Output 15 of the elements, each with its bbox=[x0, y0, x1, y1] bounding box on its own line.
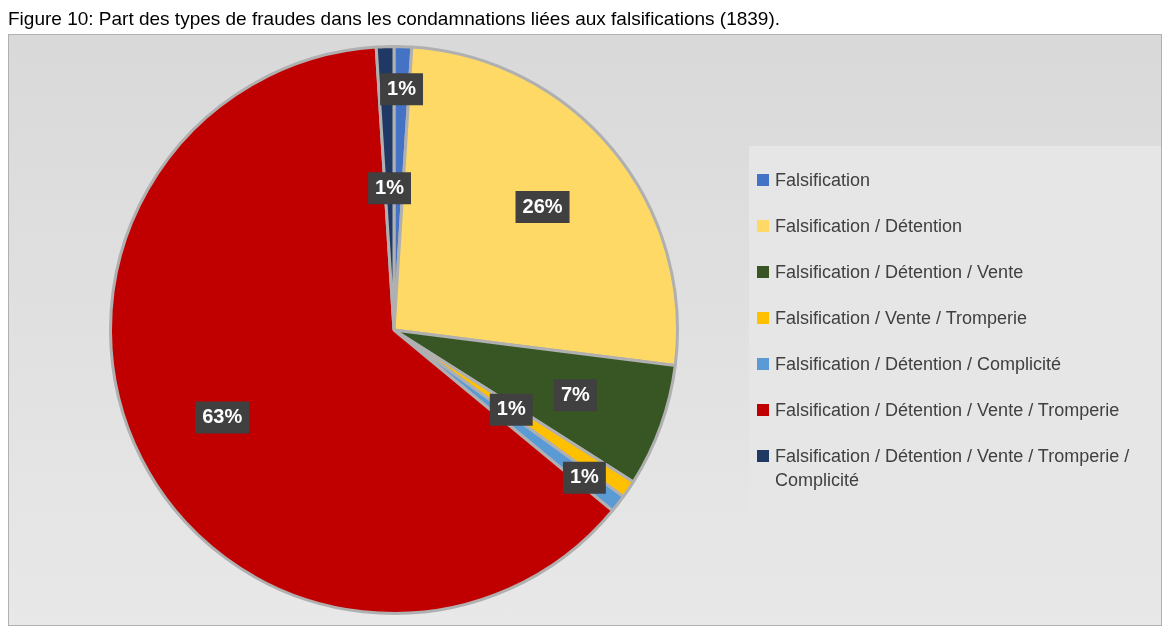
legend-label: Falsification / Détention / Vente / Tromperie / Complicité bbox=[775, 445, 1131, 492]
data-label: 7% bbox=[560, 382, 591, 405]
legend-label: Falsification bbox=[775, 169, 871, 192]
chart-title: Figure 10: Part des types de fraudes dans les condamnations liées aux falsifications (1839). bbox=[8, 8, 782, 30]
data-label: 1% bbox=[375, 175, 405, 198]
data-label: 63% bbox=[202, 405, 243, 428]
data-label: 26% bbox=[522, 194, 563, 217]
data-label: 1% bbox=[496, 397, 526, 420]
legend-label: Falsification / Détention bbox=[775, 215, 963, 238]
legend-label: Falsification / Vente / Tromperie bbox=[775, 307, 1028, 330]
legend-label: Falsification / Détention / Vente bbox=[775, 261, 1024, 284]
legend-label: Falsification / Détention / Complicité bbox=[775, 353, 1062, 376]
data-label: 1% bbox=[387, 76, 417, 99]
legend-label: Falsification / Détention / Vente / Tromperie bbox=[775, 399, 1120, 422]
data-label: 1% bbox=[569, 465, 600, 488]
